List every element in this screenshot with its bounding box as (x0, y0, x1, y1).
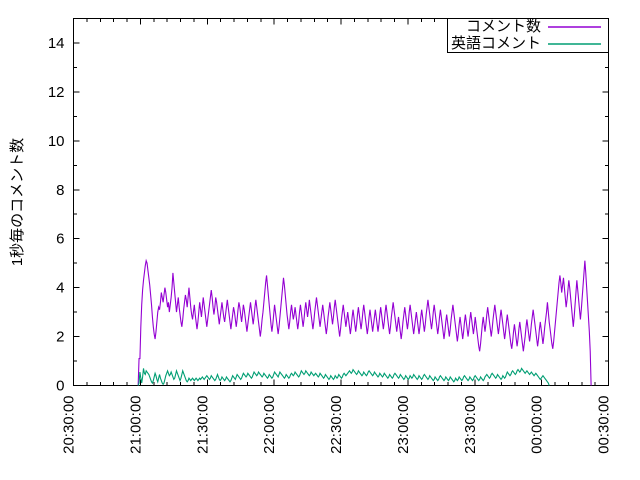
y-tick-label: 12 (48, 84, 65, 101)
legend-label-comment-count: コメント数 (466, 18, 541, 35)
y-tick-label: 14 (48, 35, 65, 52)
x-tick-label: 22:30:00 (328, 396, 345, 454)
x-tick-label: 21:00:00 (127, 396, 144, 454)
y-tick-label: 0 (56, 378, 64, 395)
legend-label-english-comment: 英語コメント (451, 34, 541, 52)
y-tick-label: 6 (56, 231, 64, 248)
x-axis-tick-labels: 20:30:00 21:00:00 21:30:00 22:00:00 22:30:00… (61, 396, 613, 454)
x-tick-label: 22:00:00 (261, 396, 278, 454)
y-axis-tick-labels: 0 2 4 6 8 10 12 14 (48, 35, 65, 395)
x-tick-label: 00:00:00 (529, 396, 546, 454)
y-tick-label: 2 (56, 329, 64, 346)
y-tick-label: 10 (48, 133, 65, 150)
x-tick-label: 20:30:00 (61, 396, 78, 454)
legend-border (447, 18, 609, 53)
data-series-group (137, 258, 592, 386)
x-tick-label: 23:30:00 (462, 396, 479, 454)
chart-legend: コメント数 英語コメント (447, 18, 609, 53)
x-tick-label: 23:00:00 (395, 396, 412, 454)
x-tick-label: 00:30:00 (596, 396, 613, 454)
y-axis-title: 1秒毎のコメント数 (9, 138, 26, 266)
y-tick-label: 4 (56, 280, 64, 297)
series-line-comment-count (137, 258, 592, 386)
series-line-english-comment (137, 367, 550, 386)
y-tick-label: 8 (56, 182, 64, 199)
plot-frame-border (73, 18, 609, 386)
x-tick-label: 21:30:00 (194, 396, 211, 454)
